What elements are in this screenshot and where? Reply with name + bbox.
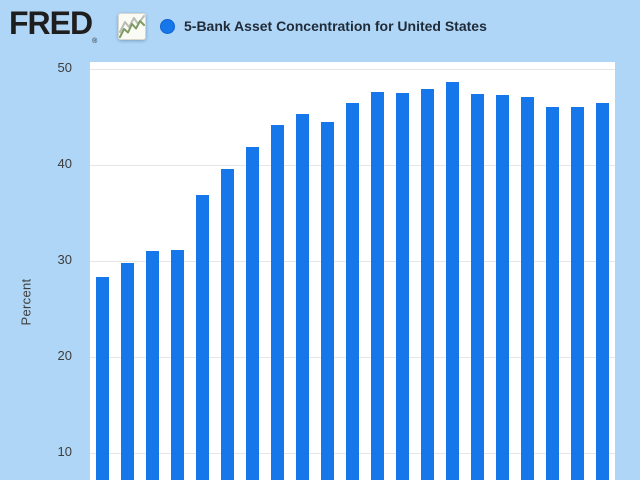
fred-logo[interactable]: FRED® (9, 5, 97, 45)
series-legend[interactable]: 5-Bank Asset Concentration for United St… (160, 18, 487, 34)
bar[interactable] (471, 94, 484, 480)
y-axis-title: Percent (18, 278, 34, 326)
bar[interactable] (271, 124, 284, 480)
bar[interactable] (146, 251, 159, 480)
line-chart-icon (118, 13, 146, 40)
series-title: 5-Bank Asset Concentration for United St… (184, 18, 487, 34)
bar[interactable] (571, 107, 584, 480)
y-tick-label: 40 (57, 156, 72, 171)
chart-plot-area[interactable] (90, 62, 615, 480)
bar[interactable] (521, 96, 534, 480)
bar[interactable] (121, 262, 134, 480)
y-tick-label: 10 (57, 444, 72, 459)
bar[interactable] (446, 82, 459, 480)
gridline-50 (90, 69, 615, 70)
y-tick-label: 50 (57, 60, 72, 75)
bar[interactable] (171, 249, 184, 480)
bar[interactable] (546, 107, 559, 480)
bar[interactable] (396, 93, 409, 480)
y-tick-label: 30 (57, 252, 72, 267)
bar[interactable] (496, 94, 509, 480)
chart-header: FRED® 5-Bank Asset Concentration for Uni… (0, 0, 640, 56)
bar[interactable] (246, 146, 259, 480)
fred-logo-chart-icon[interactable] (118, 13, 146, 40)
bar[interactable] (296, 114, 309, 480)
bar[interactable] (96, 277, 109, 480)
registered-trademark: ® (92, 38, 97, 45)
fred-logo-text: FRED (9, 5, 93, 41)
y-tick-label: 20 (57, 348, 72, 363)
bar[interactable] (596, 102, 609, 480)
legend-marker-icon (160, 18, 175, 34)
bar[interactable] (196, 194, 209, 480)
bar[interactable] (321, 121, 334, 480)
bar[interactable] (221, 168, 234, 480)
bar[interactable] (371, 92, 384, 480)
bar[interactable] (346, 102, 359, 480)
bar[interactable] (421, 89, 434, 480)
